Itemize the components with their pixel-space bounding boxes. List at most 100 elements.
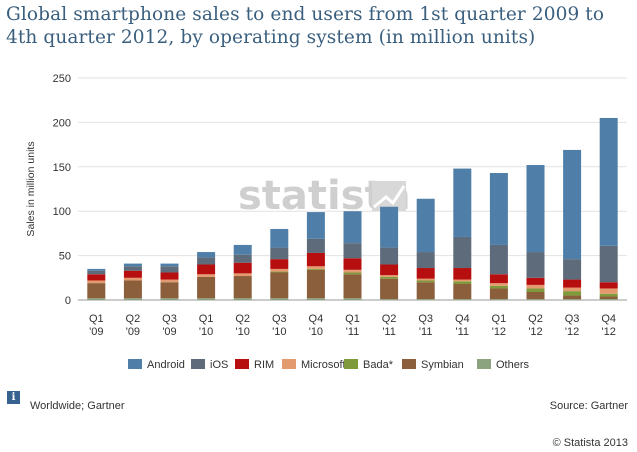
bar-segment[interactable] xyxy=(160,266,179,273)
bar-segment[interactable] xyxy=(123,263,142,267)
bar-segment[interactable] xyxy=(416,280,435,283)
bar-segment[interactable] xyxy=(416,282,435,300)
bar-segment[interactable] xyxy=(380,206,399,248)
bar-segment[interactable] xyxy=(563,291,582,296)
bar-segment[interactable] xyxy=(306,266,325,269)
bar-stack[interactable] xyxy=(160,263,179,300)
bar-stack[interactable] xyxy=(343,211,362,300)
bar-stack[interactable] xyxy=(123,263,142,300)
bar-segment[interactable] xyxy=(343,274,362,299)
bar-stack[interactable] xyxy=(599,117,618,300)
bar-segment[interactable] xyxy=(87,280,106,284)
bar-segment[interactable] xyxy=(526,299,545,300)
bar-segment[interactable] xyxy=(599,282,618,289)
bar-segment[interactable] xyxy=(306,252,325,267)
bar-segment[interactable] xyxy=(233,244,252,255)
bar-segment[interactable] xyxy=(233,298,252,300)
legend-item[interactable]: RIM xyxy=(235,359,274,371)
legend-item[interactable]: Bada* xyxy=(344,359,394,371)
bar-segment[interactable] xyxy=(270,228,289,248)
bar-segment[interactable] xyxy=(599,245,618,283)
bar-segment[interactable] xyxy=(197,257,216,265)
bar-segment[interactable] xyxy=(599,117,618,246)
bar-segment[interactable] xyxy=(526,284,545,289)
bar-segment[interactable] xyxy=(87,298,106,300)
bar-segment[interactable] xyxy=(270,298,289,300)
bar-segment[interactable] xyxy=(343,272,362,275)
bar-segment[interactable] xyxy=(270,247,289,260)
bar-segment[interactable] xyxy=(160,282,179,299)
bar-segment[interactable] xyxy=(416,299,435,300)
bar-segment[interactable] xyxy=(123,298,142,300)
bar-stack[interactable] xyxy=(233,244,252,300)
bar-segment[interactable] xyxy=(233,276,252,299)
bar-segment[interactable] xyxy=(123,280,142,299)
bar-segment[interactable] xyxy=(233,262,252,274)
bar-segment[interactable] xyxy=(489,288,508,300)
bar-segment[interactable] xyxy=(563,279,582,288)
bar-stack[interactable] xyxy=(380,206,399,300)
bar-segment[interactable] xyxy=(270,259,289,269)
bar-segment[interactable] xyxy=(343,269,362,273)
legend-item[interactable]: Microsoft xyxy=(282,359,346,371)
bar-segment[interactable] xyxy=(306,269,325,299)
bar-segment[interactable] xyxy=(306,212,325,239)
bar-stack[interactable] xyxy=(197,252,216,300)
bar-stack[interactable] xyxy=(489,173,508,300)
bar-segment[interactable] xyxy=(526,252,545,278)
bar-segment[interactable] xyxy=(416,252,435,269)
bar-segment[interactable] xyxy=(123,277,142,281)
bar-segment[interactable] xyxy=(123,266,142,271)
bar-segment[interactable] xyxy=(197,264,216,275)
bar-segment[interactable] xyxy=(416,268,435,279)
bar-stack[interactable] xyxy=(416,198,435,300)
bar-segment[interactable] xyxy=(343,211,362,244)
bar-segment[interactable] xyxy=(380,247,399,265)
bar-segment[interactable] xyxy=(197,274,216,277)
bar-segment[interactable] xyxy=(416,278,435,281)
bar-segment[interactable] xyxy=(599,293,618,297)
bar-segment[interactable] xyxy=(453,299,472,300)
bar-segment[interactable] xyxy=(563,149,582,260)
bar-stack[interactable] xyxy=(306,212,325,300)
bar-segment[interactable] xyxy=(343,298,362,300)
bar-stack[interactable] xyxy=(270,228,289,300)
legend-item[interactable]: iOS xyxy=(191,359,228,371)
bar-segment[interactable] xyxy=(526,277,545,285)
legend-item[interactable]: Android xyxy=(128,359,185,371)
bar-stack[interactable] xyxy=(453,168,472,300)
bar-segment[interactable] xyxy=(380,264,399,276)
bar-segment[interactable] xyxy=(416,198,435,253)
bar-segment[interactable] xyxy=(343,258,362,270)
bar-segment[interactable] xyxy=(489,244,508,275)
bar-segment[interactable] xyxy=(87,274,106,281)
bar-segment[interactable] xyxy=(160,272,179,280)
bar-segment[interactable] xyxy=(526,165,545,253)
bar-segment[interactable] xyxy=(160,279,179,283)
bar-segment[interactable] xyxy=(489,299,508,300)
bar-segment[interactable] xyxy=(233,254,252,263)
bar-segment[interactable] xyxy=(453,281,472,285)
bar-segment[interactable] xyxy=(87,268,106,271)
bar-segment[interactable] xyxy=(87,283,106,299)
bar-segment[interactable] xyxy=(343,243,362,259)
info-icon[interactable]: i xyxy=(7,391,20,404)
bar-segment[interactable] xyxy=(270,268,289,272)
bar-segment[interactable] xyxy=(197,276,216,299)
bar-segment[interactable] xyxy=(306,268,325,270)
bar-segment[interactable] xyxy=(563,287,582,292)
bar-stack[interactable] xyxy=(563,149,582,300)
bar-segment[interactable] xyxy=(563,299,582,300)
bar-segment[interactable] xyxy=(270,272,289,299)
bar-segment[interactable] xyxy=(599,299,618,300)
bar-segment[interactable] xyxy=(599,288,618,294)
bar-segment[interactable] xyxy=(270,271,289,273)
bar-segment[interactable] xyxy=(563,259,582,280)
bar-segment[interactable] xyxy=(233,273,252,277)
bar-segment[interactable] xyxy=(453,168,472,237)
bar-segment[interactable] xyxy=(489,285,508,289)
bar-segment[interactable] xyxy=(197,298,216,300)
bar-segment[interactable] xyxy=(160,263,179,267)
bar-segment[interactable] xyxy=(380,275,399,277)
bar-segment[interactable] xyxy=(563,295,582,300)
